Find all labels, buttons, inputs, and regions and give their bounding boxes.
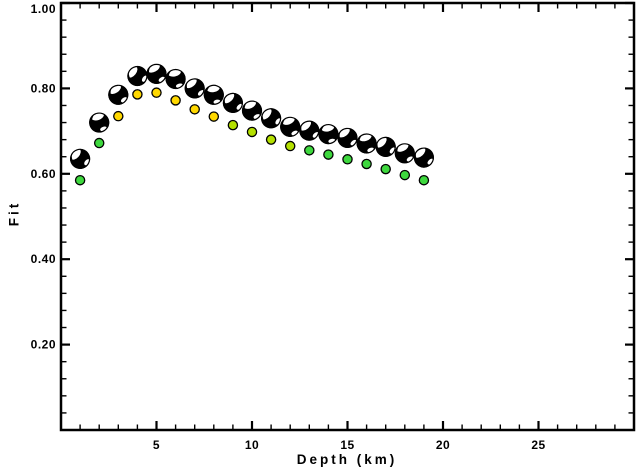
beachball-point xyxy=(108,84,129,105)
beachball-point xyxy=(127,65,148,87)
beachball-point xyxy=(337,127,358,149)
fit-circle-point xyxy=(380,163,391,175)
fit-circle-point xyxy=(418,174,430,186)
beachball-point xyxy=(89,111,110,133)
beachball-point xyxy=(261,108,282,129)
beachball-point xyxy=(203,84,224,105)
beachball-point xyxy=(241,99,263,121)
y-tick-label: 0.80 xyxy=(31,81,56,95)
fit-circle-point xyxy=(132,89,143,100)
fit-circle-point xyxy=(189,104,200,115)
fit-circle-point xyxy=(208,111,220,122)
y-tick-label: 0.40 xyxy=(31,252,56,266)
beachball-point xyxy=(184,77,205,99)
fit-circle-point xyxy=(74,174,86,186)
fit-circle-point xyxy=(342,154,353,165)
y-axis-label: Fit xyxy=(6,200,22,227)
x-tick-label: 25 xyxy=(531,438,545,452)
x-tick-label: 10 xyxy=(245,438,259,452)
plot-frame xyxy=(59,1,636,432)
beachball-point xyxy=(413,147,434,168)
y-tick-label: 0.60 xyxy=(31,167,56,181)
beachball-point xyxy=(356,132,377,154)
fit-circle-point xyxy=(284,140,296,152)
beachball-point xyxy=(69,148,91,169)
beachball-point xyxy=(318,123,339,145)
fit-circle-point xyxy=(170,95,181,106)
beachball-point xyxy=(394,142,415,164)
fit-circle-point xyxy=(227,119,239,131)
y-tick-label: 0.20 xyxy=(31,338,56,352)
fit-circle-point xyxy=(361,158,372,170)
x-tick-label: 5 xyxy=(153,438,160,452)
fit-circle-point xyxy=(399,169,411,181)
beachball-point xyxy=(299,120,320,141)
fit-circle-point xyxy=(304,145,315,156)
fit-circle-point xyxy=(151,87,162,98)
beachball-point xyxy=(375,136,396,157)
x-tick-label: 15 xyxy=(340,438,354,452)
x-axis-label: Depth (km) xyxy=(296,452,398,467)
fit-circle-point xyxy=(265,134,277,145)
beachball-point xyxy=(280,116,301,137)
fit-circle-point xyxy=(323,149,334,160)
x-tick-label: 20 xyxy=(436,438,450,452)
beachball-point xyxy=(146,63,167,84)
fit-circle-point xyxy=(113,110,124,122)
beachball-point xyxy=(165,68,186,90)
fit-circle-point xyxy=(93,137,105,149)
y-tick-label: 1.00 xyxy=(31,2,56,16)
fit-circle-point xyxy=(246,126,258,138)
